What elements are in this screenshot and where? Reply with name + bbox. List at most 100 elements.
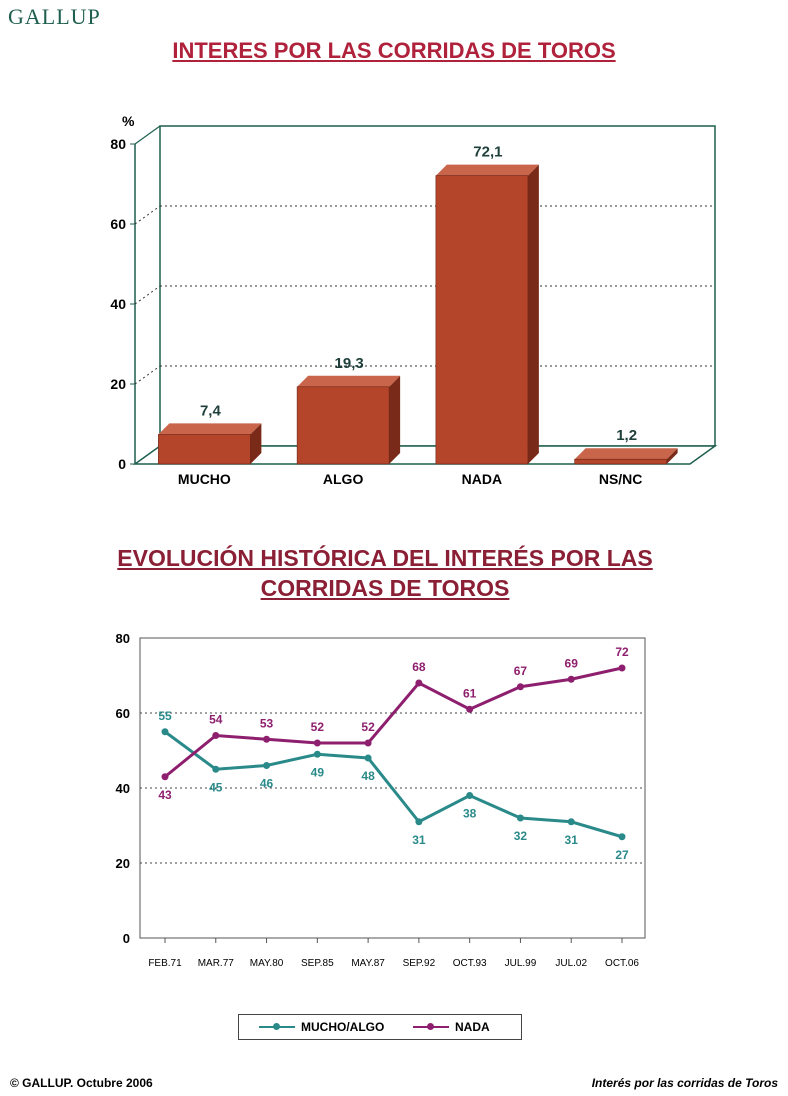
series-line-nada (164, 666, 623, 778)
bar-value-label: 1,2 (616, 427, 637, 444)
data-point (618, 833, 626, 841)
data-label: 53 (260, 716, 274, 730)
x-tick-label: OCT.06 (605, 958, 639, 969)
left-wall-top-edge (134, 125, 161, 145)
data-point (567, 675, 575, 683)
data-point (161, 773, 169, 781)
bar-value-label: 72,1 (473, 144, 502, 161)
data-label: 46 (260, 777, 274, 791)
data-label: 69 (565, 656, 579, 670)
bar-chart-title: INTERES POR LAS CORRIDAS DE TOROS (172, 38, 616, 63)
bar-front (158, 434, 251, 465)
data-label: 45 (209, 780, 223, 794)
bar-side (527, 164, 539, 464)
y-axis-unit: % (122, 113, 135, 129)
line-chart-legend: MUCHO/ALGO NADA (238, 1014, 522, 1040)
footer-copyright: © GALLUP. Octubre 2006 (10, 1076, 153, 1090)
x-tick-label: MAY.80 (250, 958, 284, 969)
data-label: 48 (361, 769, 375, 783)
data-point (263, 762, 271, 769)
bar-mucho (158, 423, 262, 465)
data-point (567, 818, 575, 826)
legend-marker-nada (427, 1023, 434, 1030)
bar-top (297, 375, 401, 387)
bar-nada (435, 164, 539, 465)
y-tick-label: 80 (116, 631, 130, 646)
y-tick-label: 60 (110, 216, 126, 232)
x-tick-label: MAR.77 (198, 958, 235, 969)
data-point (212, 732, 220, 739)
bar-nsnc (574, 448, 678, 465)
data-label: 38 (463, 807, 477, 821)
bar-top (574, 448, 678, 460)
series-line-mucho-algo (164, 730, 623, 839)
y-tick-label: 20 (116, 856, 130, 871)
legend-label-mucho-algo: MUCHO/ALGO (301, 1020, 385, 1034)
grid-line-side (134, 205, 161, 225)
y-tick-label: 0 (123, 931, 130, 946)
bar-algo (296, 375, 401, 465)
data-label: 31 (565, 833, 579, 847)
data-label: 52 (361, 720, 375, 734)
x-tick-label: NADA (462, 471, 502, 487)
data-point (364, 739, 372, 747)
y-tick-label: 80 (110, 136, 126, 152)
bar-value-label: 19,3 (335, 355, 364, 372)
x-tick-label: OCT.93 (453, 958, 487, 969)
y-tick-label: 20 (110, 376, 126, 392)
bar-front (574, 458, 667, 465)
line-chart-title-line-1: EVOLUCIÓN HISTÓRICA DEL INTERÉS POR LAS (117, 545, 653, 571)
data-point (466, 705, 474, 713)
data-point (415, 818, 423, 826)
data-label: 55 (158, 709, 172, 723)
data-label: 49 (311, 765, 325, 779)
line-chart: 0 20 40 60 80 FEB.71 MAR.77 MAY.80 SEP.85 MAY.87 S… (116, 631, 646, 969)
x-tick-label: ALGO (323, 471, 364, 487)
y-tick-label: 60 (116, 706, 130, 721)
bar-value-label: 7,4 (200, 402, 222, 419)
bar-top (435, 164, 539, 176)
x-tick-label: SEP.92 (403, 958, 436, 969)
grid-line-side (134, 285, 161, 305)
legend-label-nada: NADA (455, 1020, 490, 1034)
data-label: 52 (311, 720, 325, 734)
bar-front (296, 386, 390, 465)
data-point (161, 728, 169, 736)
data-label: 54 (209, 713, 223, 727)
bar-front (435, 175, 529, 465)
x-tick-label: JUL.02 (555, 958, 587, 969)
data-point (516, 814, 524, 822)
x-tick-label: SEP.85 (301, 958, 334, 969)
bar-top (158, 423, 262, 435)
bar-side (666, 448, 678, 464)
x-tick-label: MAY.87 (351, 958, 385, 969)
data-label: 67 (514, 664, 528, 678)
line-chart-title-line-2: CORRIDAS DE TOROS (260, 575, 510, 601)
x-tick-label: MUCHO (178, 471, 231, 487)
bar-chart: 0 20 40 60 80% 7,4 MUCHO 19,3 ALGO 72,1 NADA 1,2 NS/… (110, 113, 718, 487)
data-point (212, 765, 220, 773)
data-point (263, 735, 271, 743)
data-point (415, 679, 423, 687)
bar-side (250, 423, 262, 464)
data-label: 32 (514, 829, 528, 843)
line-chart-title: EVOLUCIÓN HISTÓRICA DEL INTERÉS POR LAS … (0, 543, 770, 603)
data-point (364, 754, 372, 762)
data-point (313, 739, 321, 747)
x-tick-label: JUL.99 (505, 958, 537, 969)
data-point (618, 664, 626, 672)
gallup-logo: GALLUP (8, 4, 101, 29)
data-point (466, 792, 474, 799)
x-tick-label: FEB.71 (148, 958, 182, 969)
bar-side (389, 375, 401, 464)
grid-line-side (134, 365, 161, 385)
data-label: 68 (412, 660, 426, 674)
data-label: 72 (615, 645, 629, 659)
data-point (516, 683, 524, 691)
data-label: 43 (158, 788, 172, 802)
y-tick-label: 40 (110, 296, 126, 312)
legend-marker-mucho-algo (273, 1023, 280, 1030)
data-label: 31 (412, 833, 426, 847)
data-label: 27 (615, 848, 629, 862)
x-tick-label: NS/NC (599, 471, 643, 487)
